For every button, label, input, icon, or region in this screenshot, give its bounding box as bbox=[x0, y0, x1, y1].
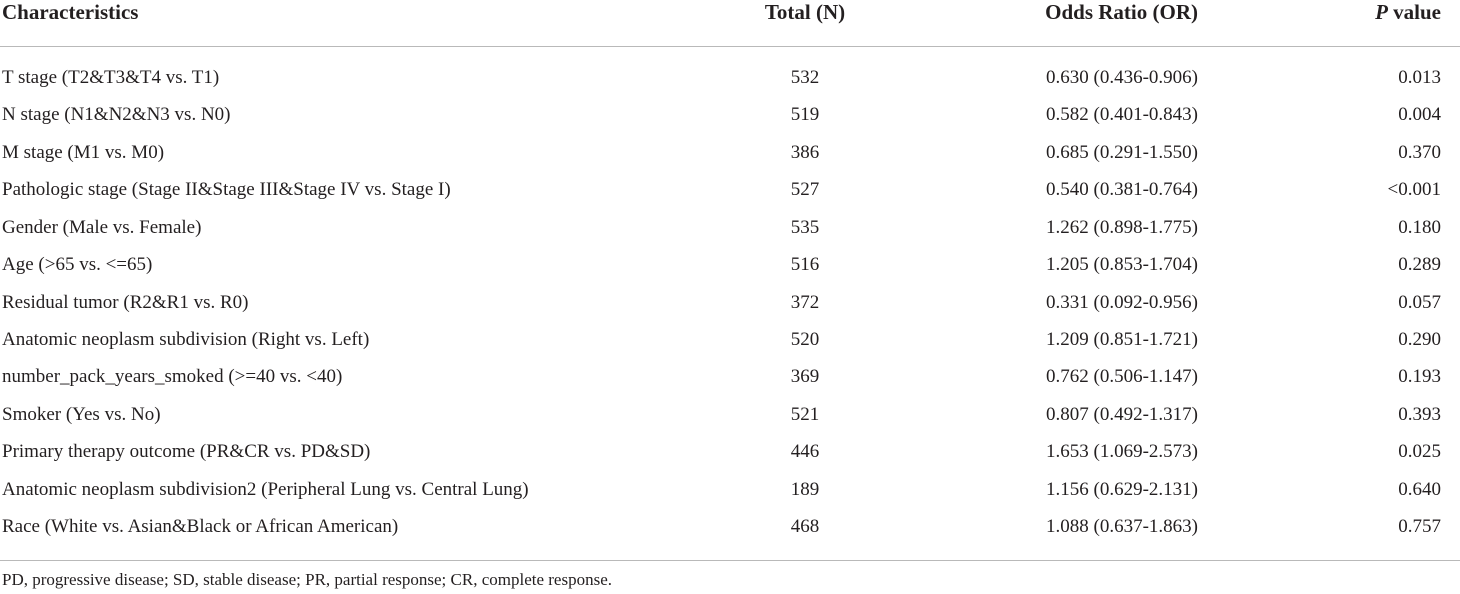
p-value-cell: 0.013 bbox=[1398, 67, 1441, 88]
total-cell: 446 bbox=[790, 441, 820, 463]
characteristic-cell: Gender (Male vs. Female) bbox=[2, 216, 202, 238]
total-cell: 372 bbox=[790, 291, 820, 313]
odds-ratio-cell: 0.630 (0.436-0.906) bbox=[1046, 67, 1198, 88]
total-cell: 519 bbox=[790, 104, 820, 126]
p-value-cell: 0.393 bbox=[1398, 403, 1441, 425]
total-cell: 521 bbox=[790, 403, 820, 425]
total-cell: 527 bbox=[790, 179, 820, 201]
p-value-cell: 0.057 bbox=[1398, 291, 1441, 313]
total-cell: 520 bbox=[790, 328, 820, 350]
odds-ratio-cell: 1.088 (0.637-1.863) bbox=[1046, 516, 1198, 538]
odds-ratio-cell: 0.762 (0.506-1.147) bbox=[1046, 366, 1198, 388]
p-value-cell: 0.193 bbox=[1398, 366, 1441, 388]
header-value: value bbox=[1393, 0, 1441, 24]
header-total: Total (N) bbox=[764, 0, 846, 24]
p-value-cell: 0.640 bbox=[1398, 478, 1441, 500]
header-p: P bbox=[1375, 0, 1388, 24]
characteristic-cell: Pathologic stage (Stage II&Stage III&Sta… bbox=[2, 179, 451, 201]
characteristic-cell: Anatomic neoplasm subdivision (Right vs.… bbox=[2, 328, 370, 350]
total-cell: 386 bbox=[790, 141, 820, 163]
characteristic-cell: Smoker (Yes vs. No) bbox=[2, 403, 161, 425]
header-odds-ratio: Odds Ratio (OR) bbox=[1045, 0, 1198, 24]
p-value-cell: 0.025 bbox=[1398, 441, 1441, 463]
characteristic-cell: T stage (T2&T3&T4 vs. T1) bbox=[2, 67, 220, 88]
characteristic-cell: Anatomic neoplasm subdivision2 (Peripher… bbox=[2, 478, 529, 500]
p-value-cell: 0.004 bbox=[1398, 104, 1441, 126]
odds-ratio-cell: 0.582 (0.401-0.843) bbox=[1046, 104, 1198, 126]
p-value-cell: 0.370 bbox=[1398, 141, 1441, 163]
characteristic-cell: number_pack_years_smoked (>=40 vs. <40) bbox=[2, 366, 343, 388]
odds-ratio-cell: 1.205 (0.853-1.704) bbox=[1046, 254, 1198, 276]
total-cell: 535 bbox=[790, 216, 820, 238]
characteristic-cell: Residual tumor (R2&R1 vs. R0) bbox=[2, 291, 249, 313]
total-cell: 369 bbox=[790, 366, 820, 388]
odds-ratio-cell: 1.156 (0.629-2.131) bbox=[1046, 478, 1198, 500]
characteristic-cell: Age (>65 vs. <=65) bbox=[2, 254, 153, 276]
p-value-cell: 0.290 bbox=[1398, 328, 1441, 350]
bottom-rule bbox=[0, 560, 1460, 561]
odds-ratio-cell: 0.331 (0.092-0.956) bbox=[1046, 291, 1198, 313]
total-cell: 516 bbox=[790, 254, 820, 276]
p-value-cell: 0.757 bbox=[1398, 516, 1441, 538]
odds-ratio-cell: 0.807 (0.492-1.317) bbox=[1046, 403, 1198, 425]
p-value-cell: 0.289 bbox=[1398, 254, 1441, 276]
characteristic-cell: N stage (N1&N2&N3 vs. N0) bbox=[2, 104, 231, 126]
odds-ratio-cell: 0.685 (0.291-1.550) bbox=[1046, 141, 1198, 163]
characteristic-cell: Race (White vs. Asian&Black or African A… bbox=[2, 516, 399, 538]
header-rule bbox=[0, 46, 1460, 47]
characteristic-cell: M stage (M1 vs. M0) bbox=[2, 141, 165, 163]
odds-ratio-cell: 0.540 (0.381-0.764) bbox=[1046, 179, 1198, 201]
p-value-cell: 0.180 bbox=[1398, 216, 1441, 238]
odds-ratio-cell: 1.209 (0.851-1.721) bbox=[1046, 328, 1198, 350]
total-cell: 468 bbox=[790, 516, 820, 538]
total-cell: 189 bbox=[790, 478, 820, 500]
odds-ratio-cell: 1.653 (1.069-2.573) bbox=[1046, 441, 1198, 463]
header-characteristics: Characteristics bbox=[2, 0, 139, 24]
characteristic-cell: Primary therapy outcome (PR&CR vs. PD&SD… bbox=[2, 441, 371, 463]
odds-ratio-cell: 1.262 (0.898-1.775) bbox=[1046, 216, 1198, 238]
header-p-value: P value bbox=[1375, 0, 1441, 24]
p-value-cell: <0.001 bbox=[1387, 179, 1441, 201]
footnote: PD, progressive disease; SD, stable dise… bbox=[2, 570, 612, 589]
total-cell: 532 bbox=[790, 67, 820, 88]
